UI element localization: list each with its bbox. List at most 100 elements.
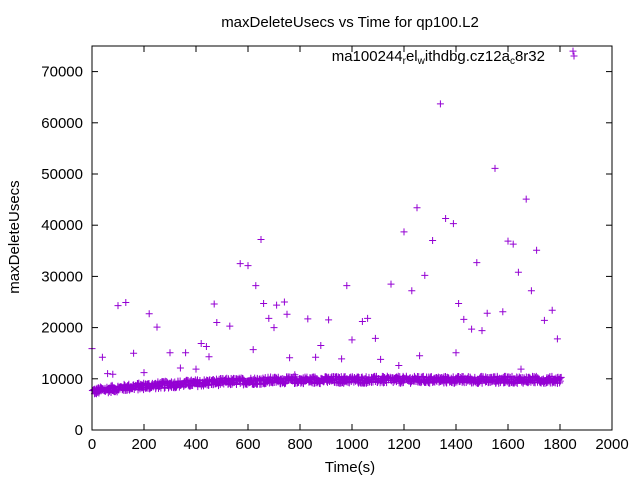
chart-title: maxDeleteUsecs vs Time for qp100.L2	[221, 14, 479, 31]
data-point	[548, 306, 556, 314]
data-point	[483, 309, 491, 317]
data-point	[205, 353, 213, 361]
data-point	[416, 352, 424, 360]
x-tick-label: 0	[88, 436, 96, 453]
data-point	[291, 371, 299, 379]
data-point	[153, 323, 161, 331]
data-point	[387, 280, 395, 288]
data-point	[283, 310, 291, 318]
data-point	[468, 325, 476, 333]
data-point	[553, 335, 561, 343]
band-point	[205, 381, 213, 389]
data-point	[358, 317, 366, 325]
data-point	[244, 262, 252, 270]
data-point	[338, 355, 346, 363]
data-point	[343, 282, 351, 290]
data-point	[249, 346, 257, 354]
data-point	[540, 316, 548, 324]
legend: ma100244relwithdbg.cz12ac8r32	[332, 48, 578, 67]
data-point	[280, 298, 288, 306]
band-point	[478, 379, 486, 387]
data-point	[114, 302, 122, 310]
data-point	[312, 353, 320, 361]
data-point	[226, 322, 234, 330]
y-tick-label: 60000	[41, 115, 83, 132]
legend-subscript: c	[510, 56, 515, 67]
data-point	[514, 268, 522, 276]
data-point	[421, 271, 429, 279]
data-point	[325, 316, 333, 324]
data-point	[371, 334, 379, 342]
data-point	[348, 336, 356, 344]
x-tick-label: 800	[287, 436, 312, 453]
y-tick-label: 50000	[41, 166, 83, 183]
band-point	[556, 379, 564, 387]
data-point	[491, 164, 499, 172]
legend-text: el	[406, 48, 418, 65]
y-tick-label: 0	[75, 422, 83, 439]
band-point	[316, 379, 324, 387]
legend-text: ithdbg.cz12a	[425, 48, 511, 65]
data-point	[176, 364, 184, 372]
band-point	[232, 380, 240, 388]
data-point	[408, 287, 416, 295]
data-point	[364, 314, 372, 322]
data-point	[109, 370, 117, 378]
data-point	[377, 355, 385, 363]
x-tick-label: 1400	[439, 436, 472, 453]
data-point	[182, 349, 190, 357]
data-point	[145, 310, 153, 318]
y-tick-label: 70000	[41, 64, 83, 81]
x-tick-label: 600	[235, 436, 260, 453]
data-point	[210, 300, 218, 308]
data-point	[317, 342, 325, 350]
data-point	[527, 287, 535, 295]
y-tick-label: 40000	[41, 217, 83, 234]
x-tick-label: 200	[131, 436, 156, 453]
data-point	[413, 204, 421, 212]
data-point	[304, 315, 312, 323]
band-point	[506, 373, 514, 381]
data-point	[395, 361, 403, 369]
y-axis-label: maxDeleteUsecs	[6, 180, 23, 293]
data-point	[473, 259, 481, 267]
data-point	[442, 215, 450, 223]
x-tick-label: 2000	[595, 436, 628, 453]
data-point	[504, 237, 512, 245]
legend-marker	[570, 52, 578, 60]
band-point	[278, 374, 286, 382]
band-point	[215, 382, 223, 390]
data-point	[265, 314, 273, 322]
data-points	[88, 47, 577, 379]
x-tick-label: 1200	[387, 436, 420, 453]
x-tick-label: 400	[183, 436, 208, 453]
data-point	[449, 220, 457, 228]
band-point	[134, 380, 142, 388]
data-point	[257, 236, 265, 244]
x-tick-label: 1000	[335, 436, 368, 453]
band-point	[557, 373, 565, 381]
legend-text: ma100244	[332, 48, 403, 65]
data-point	[499, 308, 507, 316]
data-point	[192, 365, 200, 373]
data-point	[569, 47, 577, 55]
plot-frame	[91, 45, 613, 431]
data-point	[522, 195, 530, 203]
data-point	[429, 237, 437, 245]
data-point	[104, 370, 112, 378]
dense-data-band	[88, 372, 565, 398]
legend-marker-symbol	[570, 52, 578, 60]
data-point	[533, 246, 541, 254]
x-tick-label: 1800	[543, 436, 576, 453]
data-point	[286, 354, 294, 362]
data-point	[273, 301, 281, 309]
data-point	[130, 349, 138, 357]
x-tick-label: 1600	[491, 436, 524, 453]
y-tick-label: 30000	[41, 268, 83, 285]
data-point	[517, 365, 525, 373]
data-point	[460, 315, 468, 323]
legend-subscript: w	[417, 56, 426, 67]
data-point	[202, 343, 210, 351]
y-tick-label: 10000	[41, 371, 83, 388]
